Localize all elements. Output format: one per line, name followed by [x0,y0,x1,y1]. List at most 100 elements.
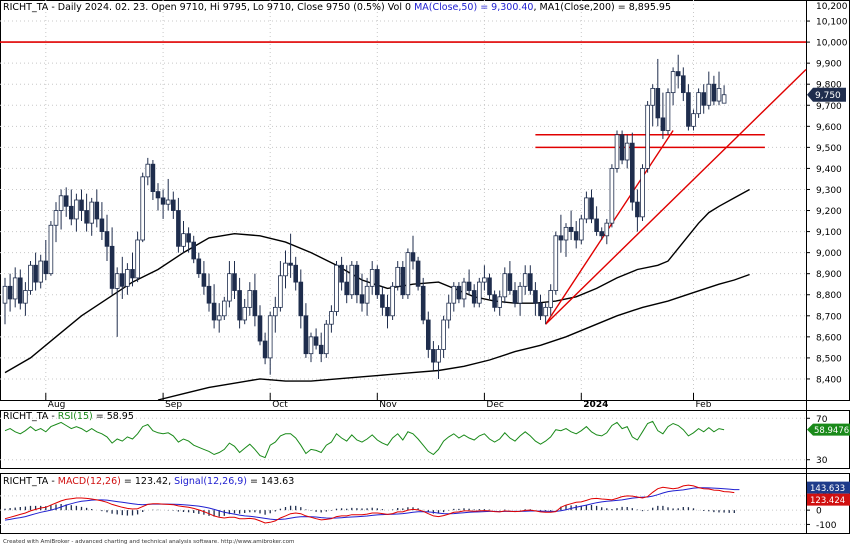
candle-body [374,269,380,296]
candle [482,265,487,291]
macd-badge-label: 143.633 [810,484,845,494]
candle [170,191,176,219]
candle [543,303,548,325]
candle [288,233,293,278]
candle [28,261,33,295]
candle-body [186,233,191,243]
candle [390,282,395,320]
candle-body [145,163,151,178]
candle-body [318,344,324,355]
candle [369,261,375,295]
candle [461,277,467,308]
candle-body [461,281,467,300]
candle [548,284,553,316]
candle [206,273,212,312]
candle-body [120,273,125,287]
candle-body [298,281,304,317]
candle [323,320,329,358]
candle-body [334,264,339,312]
candle-body [553,235,559,291]
candle-body [502,273,508,298]
candle [471,284,477,308]
candle [599,227,604,240]
trendline [545,68,807,325]
candle-body [624,142,630,161]
candle [558,214,564,253]
candle [237,277,242,329]
candle-body [38,260,43,283]
candle-body [252,290,258,317]
candle-body [344,281,349,296]
candle-body [339,264,344,283]
candle-body [675,71,681,77]
candle [84,193,89,232]
candle [2,277,8,325]
candle-body [415,260,421,287]
candle-body [431,349,436,363]
candle [686,84,691,131]
ma200-line [157,273,750,401]
price-tick-label: 8,900 [816,270,842,280]
candle-body [313,336,319,346]
candle [589,189,594,224]
price-tick-label: 8,700 [816,312,842,322]
candle [23,282,28,316]
candle [507,261,513,295]
candle [17,269,23,310]
candle-body [206,285,212,304]
candle [186,227,191,253]
candle-body [170,199,176,211]
candle [150,160,156,200]
candle-body [43,260,49,275]
candle [74,193,79,232]
candle-body [99,218,105,232]
candle [568,210,574,240]
candle [313,328,319,350]
candle [395,261,400,291]
date-label: Sep [165,400,182,410]
candle [165,178,171,211]
candle-body [400,266,406,296]
candle-body [74,199,79,220]
candle [487,273,492,299]
candle [410,235,416,270]
rsi-value-badge [807,423,850,436]
candle [99,202,105,240]
candle [364,277,370,316]
candle [227,261,232,308]
signal-badge [807,493,850,506]
candle-body [364,285,370,304]
rsi-value-label: 58.9476 [814,426,849,436]
price-tick-label: 10,200 [816,2,848,12]
candle [579,214,584,245]
candle-body [109,245,115,289]
candle-body [425,319,431,350]
candle-body [329,311,334,325]
price-chart-title: RICHT_TA - Daily 2024. 02. 23. Open 9710… [3,2,671,13]
candle [522,265,528,295]
price-tick-label: 9,800 [816,81,842,91]
candle-body [451,285,457,304]
candle-body [456,285,462,300]
candle [349,261,355,299]
price-tick-label: 10,100 [816,18,848,28]
candle [176,197,181,253]
candle-body [599,231,604,237]
candle-body [293,264,298,283]
price-tick-label: 9,500 [816,144,842,154]
candle-body [573,231,579,241]
candle-body [543,306,548,317]
candle-body [390,285,395,317]
candle [650,84,655,127]
candle-body [191,241,197,260]
candle-body [385,306,390,317]
candle [155,183,161,211]
candle [283,250,288,289]
candle-body [436,349,441,363]
candle-body [242,306,248,321]
candle [69,189,74,226]
price-tick-label: 8,600 [816,333,842,343]
price-plot [0,41,807,401]
macd-tick-label: 0 [816,507,822,517]
